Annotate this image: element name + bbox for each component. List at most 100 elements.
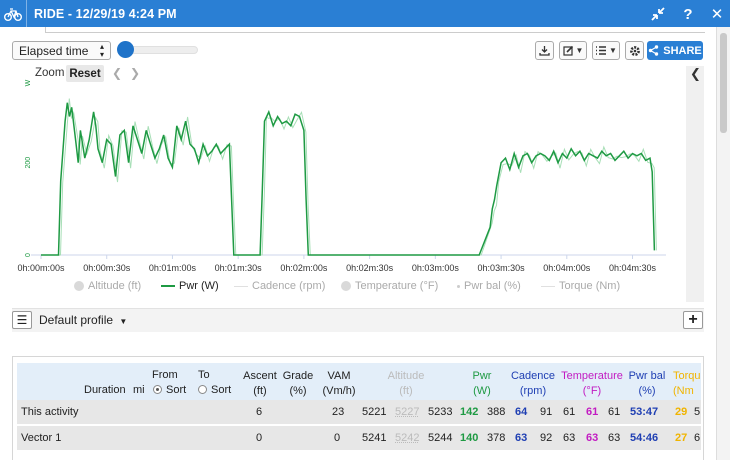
edit-menu-button[interactable]: ▼ (559, 41, 587, 60)
stats-table (12, 356, 704, 460)
cell-temp-max: 63 (608, 432, 621, 444)
cell-ascent: 0 (256, 432, 263, 444)
y-tick-label: 200 (25, 157, 32, 169)
comparison-series-line (43, 98, 657, 256)
col-grade[interactable]: Grade (%) (282, 370, 314, 397)
cell-alt-max: 5233 (428, 406, 453, 418)
zoom-forward-icon[interactable]: ❯ (130, 66, 141, 80)
row-label: Vector 1 (21, 432, 62, 444)
window-title: RIDE - 12/29/19 4:24 PM (34, 6, 177, 21)
col-to: To (198, 369, 210, 381)
caret-down-icon: ▼ (575, 46, 584, 55)
legend-torque[interactable]: Torque (Nm) (541, 280, 620, 292)
x-tick-label: 0h:01m:00s (149, 263, 197, 273)
col-from: From (152, 369, 178, 381)
line-icon (234, 285, 248, 287)
col-ascent[interactable]: Ascent (ft) (243, 370, 277, 397)
col-duration: Duration (84, 384, 126, 396)
stats-table-header (17, 363, 701, 400)
sort-from-radio[interactable]: Sort (153, 384, 186, 396)
download-button[interactable] (535, 41, 554, 60)
table-row[interactable] (17, 426, 701, 450)
share-label: SHARE (663, 44, 702, 57)
zoom-label: Zoom (35, 67, 65, 79)
cell-pwr-max: 388 (487, 406, 506, 418)
plus-icon: + (688, 311, 698, 328)
cell-temp-min: 63 (563, 432, 576, 444)
line-icon (541, 285, 555, 287)
caret-down-icon: ▼ (609, 46, 617, 55)
edit-icon (562, 45, 573, 56)
list-menu-button[interactable]: ▼ (592, 41, 620, 60)
col-temperature[interactable]: Temperature (°F) (561, 370, 623, 397)
share-icon (649, 45, 659, 56)
cell-alt-min: 5221 (362, 406, 387, 418)
power-chart[interactable]: 0 200 0h:00m:00s 0h:00m:30s 0h:01m:00s 0h:01m… (0, 0, 730, 300)
cell-temp-avg: 63 (586, 432, 599, 444)
cell-pwr-bal: 54:46 (630, 432, 659, 444)
add-lap-button[interactable]: + (683, 311, 703, 329)
cell-pwr-max: 378 (487, 432, 506, 444)
x-tick-label: 0h:00m:30s (83, 263, 131, 273)
bike-icon (0, 0, 27, 27)
cell-pwr-bal: 53:47 (630, 406, 659, 418)
y-tick-label: 0 (25, 253, 32, 257)
smoothing-slider-handle[interactable] (117, 41, 134, 58)
close-icon[interactable]: ✕ (710, 6, 724, 23)
cell-alt-avg: 5227 (395, 406, 420, 418)
col-pwr[interactable]: Pwr (W) (472, 370, 492, 397)
profile-bar (12, 308, 704, 332)
chart-collapse-icon[interactable]: ❮ (690, 66, 701, 81)
legend-temperature[interactable]: Temperature (°F) (341, 280, 438, 292)
y-axis-label: W (25, 79, 32, 86)
legend-cadence[interactable]: Cadence (rpm) (234, 280, 325, 292)
col-altitude[interactable]: Altitude (ft) (387, 370, 425, 397)
col-cadence[interactable]: Cadence (rpm) (510, 370, 556, 397)
profile-menu-button[interactable]: ☰ (12, 311, 32, 329)
cell-tq-max: 6 (694, 432, 701, 444)
download-icon (539, 46, 550, 56)
x-axis-select[interactable]: Elapsed time ▴ ▾ (12, 41, 111, 60)
x-tick-label: 0h:02m:00s (280, 263, 328, 273)
legend-pwr[interactable]: Pwr (W) (161, 280, 219, 292)
col-torque[interactable]: Torqu (Nm (673, 370, 701, 397)
cell-temp-avg: 61 (586, 406, 599, 418)
settings-button[interactable] (625, 41, 644, 60)
x-axis-select-value: Elapsed time (19, 43, 89, 58)
col-vam[interactable]: VAM (Vm/h) (322, 370, 356, 397)
dot-icon (457, 284, 460, 288)
x-tick-label: 0h:03m:00s (412, 263, 460, 273)
legend-altitude[interactable]: Altitude (ft) (74, 280, 141, 292)
page-scrollbar[interactable] (716, 27, 730, 460)
title-bar: RIDE - 12/29/19 4:24 PM ? ✕ (0, 0, 730, 27)
col-pwr-bal[interactable]: Pwr bal (%) (628, 370, 666, 397)
tab-panel-edge (45, 27, 705, 33)
cell-tq-avg: 27 (675, 432, 688, 444)
cell-vam: 0 (334, 432, 341, 444)
help-icon[interactable]: ? (683, 5, 693, 23)
cell-alt-max: 5244 (428, 432, 453, 444)
reset-zoom-button[interactable]: Reset (66, 65, 104, 82)
x-tick-label: 0h:02m:30s (346, 263, 394, 273)
cell-pwr-avg: 142 (460, 406, 479, 418)
profile-dropdown[interactable]: Default profile ▼ (39, 313, 128, 327)
cell-cad-avg: 64 (515, 406, 528, 418)
list-icon (596, 46, 607, 55)
zoom-back-icon[interactable]: ❮ (112, 66, 123, 80)
sort-to-radio[interactable]: Sort (198, 384, 231, 396)
chart-side-panel[interactable] (686, 66, 704, 302)
gear-icon (629, 45, 640, 56)
x-tick-label: 0h:01m:30s (215, 263, 263, 273)
share-button[interactable]: SHARE (647, 41, 703, 60)
cell-vam: 23 (332, 406, 345, 418)
cell-temp-min: 61 (563, 406, 576, 418)
cell-cad-max: 92 (540, 432, 553, 444)
cell-temp-max: 61 (608, 406, 621, 418)
circle-icon (341, 281, 351, 291)
x-tick-label: 0h:04m:00s (543, 263, 591, 273)
table-row[interactable] (17, 400, 701, 424)
legend-pwr-bal[interactable]: Pwr bal (%) (457, 280, 521, 292)
x-tick-label: 0h:04m:30s (609, 263, 657, 273)
x-tick-label: 0h:00m:00s (17, 263, 65, 273)
collapse-icon[interactable] (647, 3, 669, 25)
